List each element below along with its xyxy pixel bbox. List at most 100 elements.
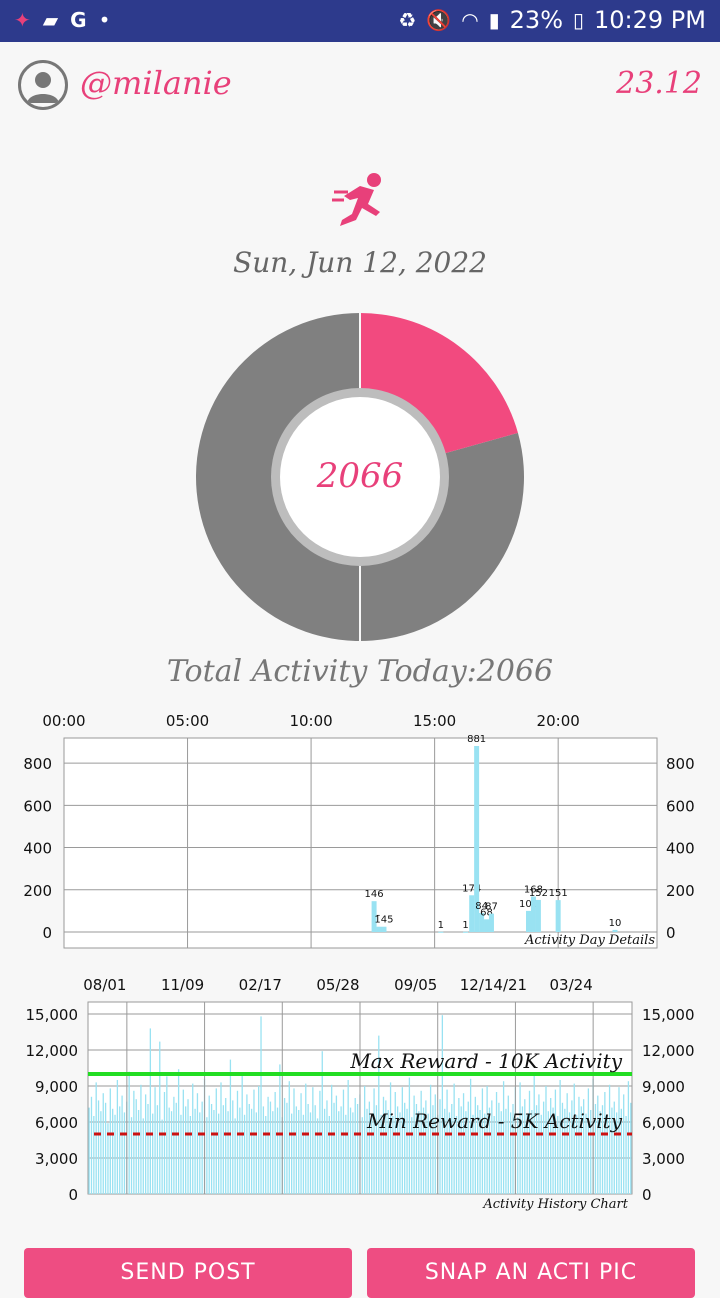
history-bar	[243, 1114, 246, 1194]
history-bar	[533, 1072, 535, 1194]
donut-center-value: 2066	[316, 456, 404, 496]
battery-saver-icon: ♻	[398, 8, 417, 32]
history-bar	[387, 1110, 389, 1194]
history-bar	[283, 1098, 286, 1194]
history-bar	[547, 1111, 549, 1194]
day-x-tick: 00:00	[42, 712, 85, 730]
history-bar	[253, 1089, 255, 1194]
history-bar	[250, 1108, 253, 1194]
history-bar	[288, 1081, 290, 1194]
day-x-tick: 15:00	[413, 712, 456, 730]
history-bar	[620, 1108, 622, 1194]
snap-pic-button[interactable]: SNAP AN ACTI PIC	[367, 1248, 695, 1298]
history-bar	[460, 1106, 462, 1194]
history-bar	[469, 1078, 472, 1194]
clock: 10:29 PM	[594, 6, 706, 34]
history-bar	[486, 1086, 488, 1194]
history-y-tick-left: 12,000	[26, 1042, 79, 1060]
history-bar	[564, 1108, 566, 1194]
history-bar	[114, 1114, 116, 1194]
username[interactable]: @milanie	[80, 64, 232, 102]
history-bar	[458, 1098, 460, 1194]
history-bar	[498, 1102, 500, 1194]
history-bar	[601, 1105, 604, 1194]
history-bar	[321, 1051, 323, 1194]
history-bar	[604, 1092, 606, 1194]
history-bar	[429, 1084, 432, 1194]
history-bar	[107, 1123, 109, 1194]
history-bar	[340, 1106, 342, 1194]
history-bar	[524, 1099, 526, 1194]
history-bar	[427, 1113, 429, 1194]
history-bar	[147, 1104, 149, 1194]
day-y-tick-right: 200	[666, 882, 695, 900]
history-bar	[239, 1107, 241, 1194]
history-bar	[371, 1113, 373, 1194]
history-bar	[441, 1015, 444, 1194]
history-bar	[554, 1089, 557, 1194]
history-y-tick-right: 6,000	[642, 1114, 685, 1132]
history-bar	[479, 1110, 481, 1194]
history-bar	[199, 1112, 201, 1194]
history-x-tick: 03/24	[550, 976, 593, 994]
history-bar	[345, 1114, 347, 1194]
activity-date: Sun, Jun 12, 2022	[233, 246, 487, 279]
history-bar	[246, 1094, 248, 1194]
send-post-button[interactable]: SEND POST	[24, 1248, 352, 1298]
avatar[interactable]	[18, 60, 68, 110]
history-y-tick-left: 15,000	[26, 1006, 79, 1024]
history-chart-title: Activity History Chart	[482, 1197, 628, 1212]
history-bar	[305, 1083, 307, 1194]
runner-icon	[332, 173, 381, 226]
day-y-tick-left: 400	[23, 840, 52, 858]
history-bar	[104, 1102, 107, 1194]
activity-icon: ▰	[42, 8, 59, 32]
history-bar	[491, 1100, 493, 1194]
history-bar	[333, 1102, 335, 1194]
history-bar	[177, 1069, 180, 1194]
history-bar	[389, 1082, 392, 1194]
history-bar	[406, 1108, 408, 1194]
history-bar	[451, 1104, 453, 1194]
history-bar	[575, 1114, 578, 1194]
day-bar-label: 152	[529, 888, 548, 899]
history-bar	[455, 1116, 458, 1194]
history-y-tick-right: 15,000	[642, 1006, 695, 1024]
history-bar	[175, 1102, 177, 1194]
history-bar	[535, 1105, 538, 1194]
history-bar	[368, 1101, 371, 1194]
history-bar	[557, 1116, 559, 1194]
history-bar	[462, 1093, 465, 1194]
history-bar	[512, 1104, 514, 1194]
history-bar	[302, 1114, 305, 1194]
history-bar	[222, 1105, 224, 1194]
history-bar	[446, 1089, 448, 1194]
dot-icon: •	[98, 8, 111, 32]
day-bar-label: 881	[467, 734, 486, 745]
history-bar	[208, 1095, 210, 1194]
day-bar-label: 151	[549, 888, 568, 899]
history-bar	[316, 1118, 319, 1194]
day-bar	[535, 899, 541, 932]
history-bar	[526, 1113, 528, 1194]
day-x-tick: 10:00	[289, 712, 332, 730]
history-bar	[392, 1116, 394, 1194]
history-bar	[510, 1112, 512, 1194]
day-bar-label: 168	[524, 885, 543, 896]
history-bar	[373, 1088, 375, 1194]
history-bar	[521, 1106, 524, 1194]
donut-center	[280, 397, 440, 557]
day-bar	[555, 900, 561, 932]
history-bar	[568, 1112, 571, 1194]
history-bar	[484, 1113, 486, 1194]
history-bar	[227, 1111, 229, 1194]
history-bar	[335, 1095, 338, 1194]
history-bar	[180, 1114, 182, 1194]
history-bar	[587, 1088, 590, 1194]
balance: 23.12	[616, 66, 702, 101]
history-bar	[128, 1071, 130, 1194]
day-y-tick-left: 0	[42, 924, 52, 942]
history-x-tick: 11/09	[161, 976, 204, 994]
user-icon	[27, 72, 59, 103]
day-bar-label: 1	[438, 920, 444, 931]
